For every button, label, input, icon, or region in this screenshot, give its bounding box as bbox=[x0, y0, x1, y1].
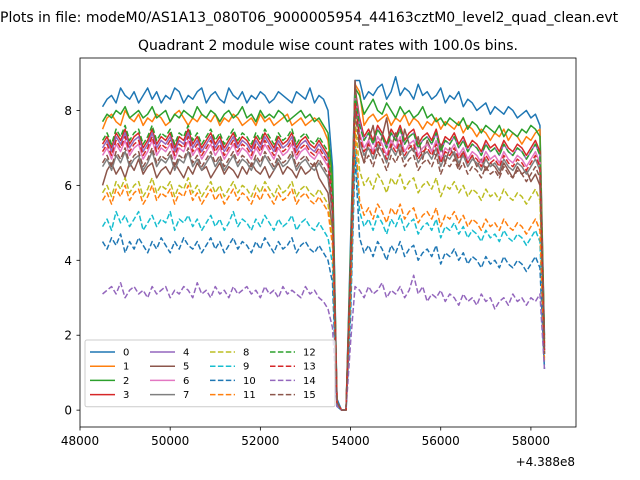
legend-label-9: 9 bbox=[243, 362, 249, 373]
y-tick-label: 2 bbox=[64, 329, 72, 343]
legend-label-0: 0 bbox=[123, 348, 129, 359]
y-tick-label: 0 bbox=[64, 404, 72, 418]
x-tick-label: 48000 bbox=[61, 434, 99, 448]
series-line-9 bbox=[101, 139, 546, 411]
series-line-13 bbox=[101, 102, 546, 411]
series-line-7 bbox=[101, 98, 546, 411]
legend-label-5: 5 bbox=[183, 362, 189, 373]
legend-label-13: 13 bbox=[303, 362, 316, 373]
legend-label-10: 10 bbox=[243, 376, 256, 387]
plot-frame bbox=[79, 57, 577, 428]
legend-label-4: 4 bbox=[183, 348, 189, 359]
series-line-1 bbox=[101, 83, 546, 411]
legend-label-3: 3 bbox=[123, 390, 129, 401]
series-line-3 bbox=[101, 87, 546, 411]
x-tick-label: 50000 bbox=[151, 434, 189, 448]
legend-box bbox=[84, 339, 336, 408]
legend-label-7: 7 bbox=[183, 390, 189, 401]
chart-title: Quadrant 2 module wise count rates with … bbox=[138, 38, 518, 54]
x-tick-label: 56000 bbox=[422, 434, 460, 448]
legend-label-14: 14 bbox=[303, 376, 316, 387]
legend-label-6: 6 bbox=[183, 376, 189, 387]
x-tick-label: 58000 bbox=[512, 434, 550, 448]
series-line-14 bbox=[102, 274, 546, 411]
plot-area bbox=[79, 57, 577, 428]
x-axis: 48000 50000 52000 54000 56000 58000 bbox=[61, 427, 550, 448]
legend-label-2: 2 bbox=[123, 376, 129, 387]
legend-label-8: 8 bbox=[243, 348, 249, 359]
legend-label-1: 1 bbox=[123, 362, 129, 373]
series-line-12 bbox=[101, 94, 546, 411]
y-tick-label: 8 bbox=[64, 104, 72, 118]
legend-label-15: 15 bbox=[303, 390, 316, 401]
y-tick-label: 4 bbox=[64, 254, 72, 268]
series-line-8 bbox=[101, 117, 546, 411]
x-tick-label: 52000 bbox=[241, 434, 279, 448]
series-line-11 bbox=[101, 128, 546, 411]
series-line-10 bbox=[101, 154, 546, 411]
legend-label-11: 11 bbox=[243, 390, 256, 401]
series-line-0 bbox=[101, 75, 546, 411]
y-axis: 0 2 4 6 8 bbox=[64, 104, 80, 418]
x-offset-label: +4.388e8 bbox=[516, 455, 575, 469]
series-line-2 bbox=[101, 87, 546, 411]
figure-suptitle: Plots in file: modeM0/AS1A13_080T06_9000… bbox=[0, 10, 619, 26]
y-tick-label: 6 bbox=[64, 179, 72, 193]
series-line-6 bbox=[101, 94, 546, 411]
series-line-15 bbox=[101, 109, 546, 411]
x-tick-label: 54000 bbox=[331, 434, 369, 448]
legend-label-12: 12 bbox=[303, 348, 316, 359]
